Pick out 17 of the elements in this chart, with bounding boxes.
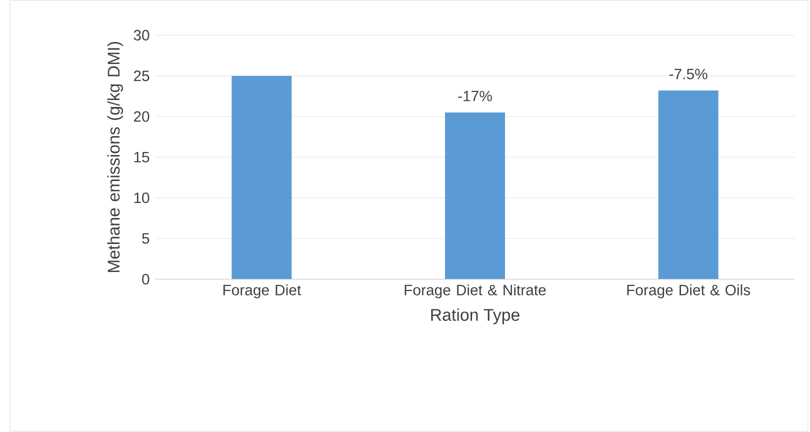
y-tick-label: 10 (134, 192, 150, 204)
x-axis-title: Ration Type (431, 308, 520, 324)
annotation: -7.5% (669, 68, 708, 80)
x-tick-label: Forage Diet & Oils (627, 284, 750, 298)
bar (445, 112, 506, 280)
y-tick-label: 15 (134, 152, 150, 162)
x-tick-label: Forage Diet (223, 284, 301, 298)
x-tick-label: Forage Diet & Nitrate (404, 284, 546, 298)
y-tick-label: 5 (142, 233, 150, 244)
annotation: -17% (458, 90, 492, 102)
y-tick-label: 30 (134, 30, 150, 40)
y-tick-label: 25 (134, 70, 150, 82)
y-tick-label: 20 (134, 111, 150, 122)
y-tick-label: 0 (142, 274, 150, 284)
y-axis-title: Methane emissions (g/kg DMI) (107, 42, 124, 272)
bar (658, 90, 718, 280)
bar (232, 76, 292, 280)
